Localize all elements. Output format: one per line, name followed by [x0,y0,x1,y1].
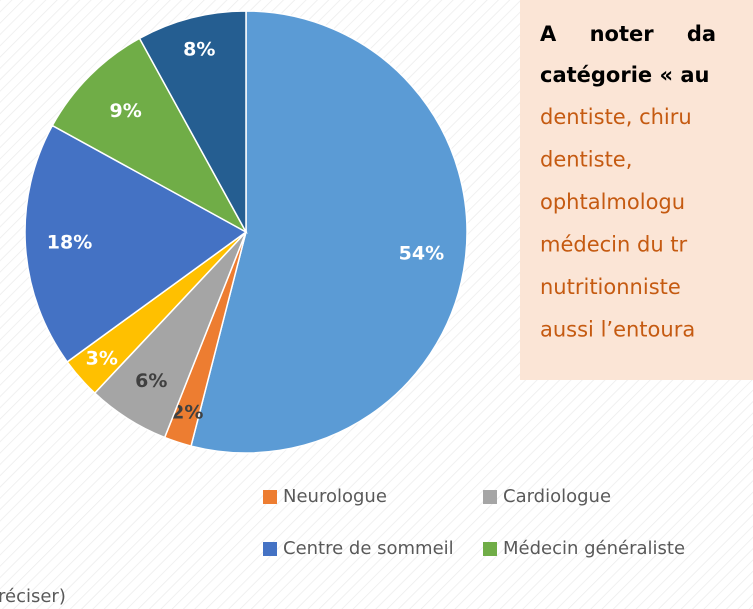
data-label: 8% [183,39,215,61]
legend-label: Centre de sommeil [283,538,454,559]
legend-label: Neurologue [283,486,387,507]
data-label: 3% [86,348,118,370]
data-label: 18% [47,232,92,254]
annotation-line: médecin du tr [540,233,688,257]
pie-slice [24,124,248,363]
annotation-line: A noter da [540,22,716,46]
annotation-line: dentiste, chiru [540,105,692,129]
data-label: 6% [135,370,167,392]
annotation-line: catégorie « au [540,63,709,87]
pie-slice [51,37,248,234]
legend-marker [483,490,497,504]
legend-marker [483,542,497,556]
data-label: 54% [399,243,444,265]
legend-label: Cardiologue [503,486,611,507]
annotation-box [520,0,753,380]
pie-slice [138,10,247,233]
annotation-line: dentiste, [540,148,632,172]
legend-marker [263,490,277,504]
legend-label: Médecin généraliste [503,538,685,559]
annotation-line: aussi l’entoura [540,318,695,342]
annotation-line: ophtalmologu [540,190,685,214]
annotation-line: nutritionniste [540,275,681,299]
legend-label: réciser) [0,586,66,607]
data-label: 2% [171,401,203,423]
data-label: 9% [110,100,142,122]
legend-marker [263,542,277,556]
pie-slice [190,10,468,454]
